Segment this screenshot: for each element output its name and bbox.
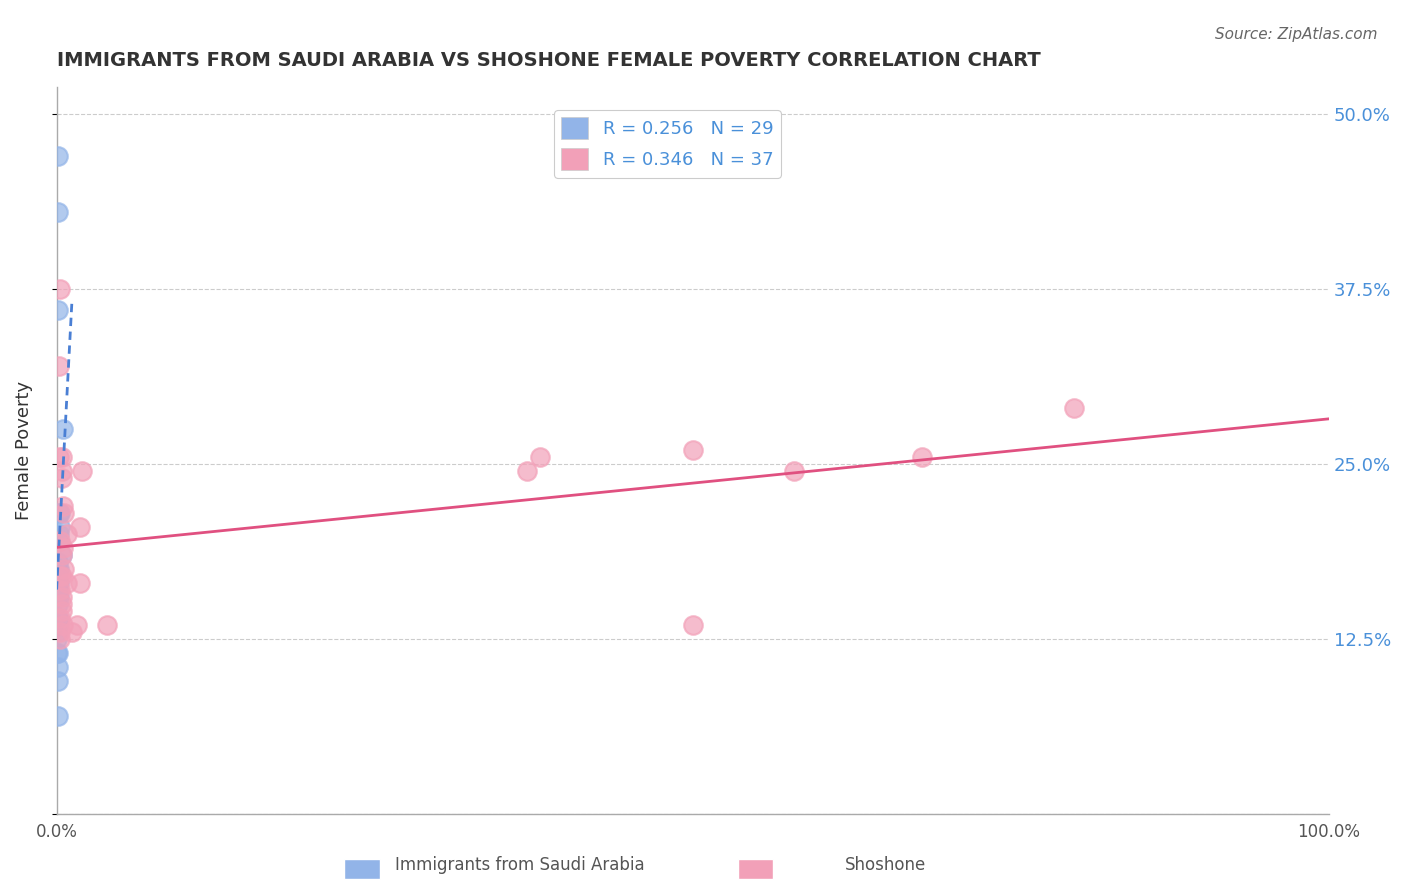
Point (46, 149, 69, 163)
Point (52, 541, 75, 555)
Point (51, 548, 73, 562)
Point (46, 575, 69, 590)
Point (46, 205, 69, 219)
Point (51, 604, 73, 618)
Point (48, 533, 70, 548)
Point (53, 562, 76, 576)
Point (66, 617, 89, 632)
Point (46, 617, 69, 632)
Point (46, 562, 69, 576)
Point (52, 499, 75, 513)
Point (48, 590, 70, 604)
Point (49, 611, 72, 625)
Point (51, 464, 73, 478)
Point (46, 582, 69, 597)
Point (48, 527, 70, 541)
Point (69, 575, 91, 590)
Point (51, 471, 73, 485)
Point (46, 611, 69, 625)
Text: Immigrants from Saudi Arabia: Immigrants from Saudi Arabia (395, 856, 645, 874)
Point (46, 303, 69, 318)
Point (49, 624, 72, 639)
Point (46, 611, 69, 625)
Legend: R = 0.256   N = 29, R = 0.346   N = 37: R = 0.256 N = 29, R = 0.346 N = 37 (554, 110, 780, 178)
Point (51, 548, 73, 562)
Point (49, 569, 72, 583)
Y-axis label: Female Poverty: Female Poverty (15, 381, 32, 520)
Point (49, 520, 72, 534)
Point (60, 624, 83, 639)
Point (783, 464, 806, 478)
Point (52, 617, 75, 632)
Point (46, 632, 69, 646)
Point (70, 464, 93, 478)
Point (52, 422, 75, 436)
Point (48, 359, 70, 373)
Point (46, 708, 69, 723)
Point (56, 527, 79, 541)
Point (46, 646, 69, 660)
Point (49, 282, 72, 296)
Point (1063, 401, 1085, 416)
Point (51, 569, 73, 583)
Point (46, 590, 69, 604)
Point (53, 506, 76, 520)
Point (682, 617, 704, 632)
Point (46, 555, 69, 569)
Point (516, 464, 538, 478)
Point (48, 562, 70, 576)
Point (911, 450, 934, 464)
Text: IMMIGRANTS FROM SAUDI ARABIA VS SHOSHONE FEMALE POVERTY CORRELATION CHART: IMMIGRANTS FROM SAUDI ARABIA VS SHOSHONE… (56, 51, 1040, 70)
Point (49, 533, 72, 548)
Point (46, 597, 69, 611)
Point (51, 597, 73, 611)
Point (46, 624, 69, 639)
Point (69, 520, 91, 534)
Point (48, 506, 70, 520)
Point (49, 582, 72, 597)
Point (51, 450, 73, 464)
Point (96, 617, 118, 632)
Point (529, 450, 551, 464)
Point (46, 646, 69, 660)
Point (48, 450, 70, 464)
Text: Shoshone: Shoshone (845, 856, 927, 874)
Point (49, 506, 72, 520)
Point (56, 575, 79, 590)
Point (46, 660, 69, 674)
Point (682, 443, 704, 458)
Point (48, 575, 70, 590)
Point (49, 632, 72, 646)
Point (46, 673, 69, 688)
Point (51, 590, 73, 604)
Text: Source: ZipAtlas.com: Source: ZipAtlas.com (1215, 27, 1378, 42)
